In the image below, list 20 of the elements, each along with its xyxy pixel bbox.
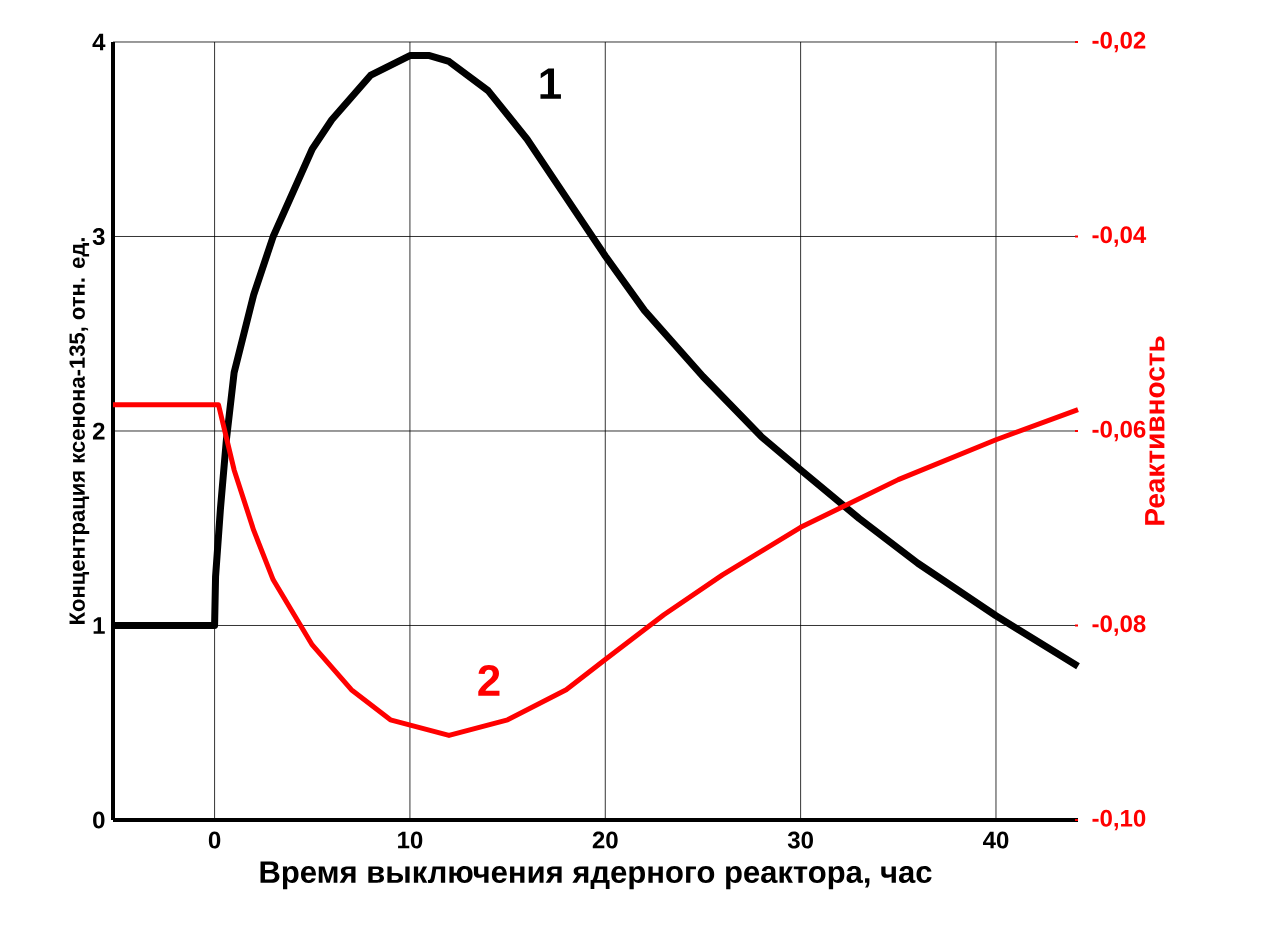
- y2-tick-label: -0,06: [1092, 420, 1146, 442]
- x-tick-label: 0: [208, 831, 221, 849]
- x-tick-label: 20: [592, 831, 618, 849]
- y-tick-label: 1: [93, 617, 105, 634]
- x-tick-label: 30: [787, 831, 813, 849]
- x-tick-label: 40: [982, 831, 1009, 849]
- y-tick-label: 0: [93, 811, 105, 829]
- y-tick-label: 4: [92, 33, 106, 51]
- y2-axis-title: Реактивность: [1145, 336, 1165, 525]
- x-tick-label: 10: [398, 831, 423, 849]
- y2-tick-label: -0,08: [1092, 615, 1146, 636]
- x-axis-title: Время выключения ядерного реактора, час: [260, 861, 932, 890]
- y-axis-title: Концентрация ксенона-135, отн. ед.: [69, 238, 90, 624]
- y2-tick-label: -0,02: [1092, 31, 1146, 53]
- y2-tick-label: -0,10: [1092, 809, 1146, 831]
- series-label: 1: [540, 68, 561, 99]
- y-tick-label: 3: [92, 227, 105, 246]
- series-label: 2: [478, 665, 500, 696]
- y2-tick-label: -0,04: [1092, 226, 1147, 247]
- y-tick-label: 2: [92, 422, 105, 440]
